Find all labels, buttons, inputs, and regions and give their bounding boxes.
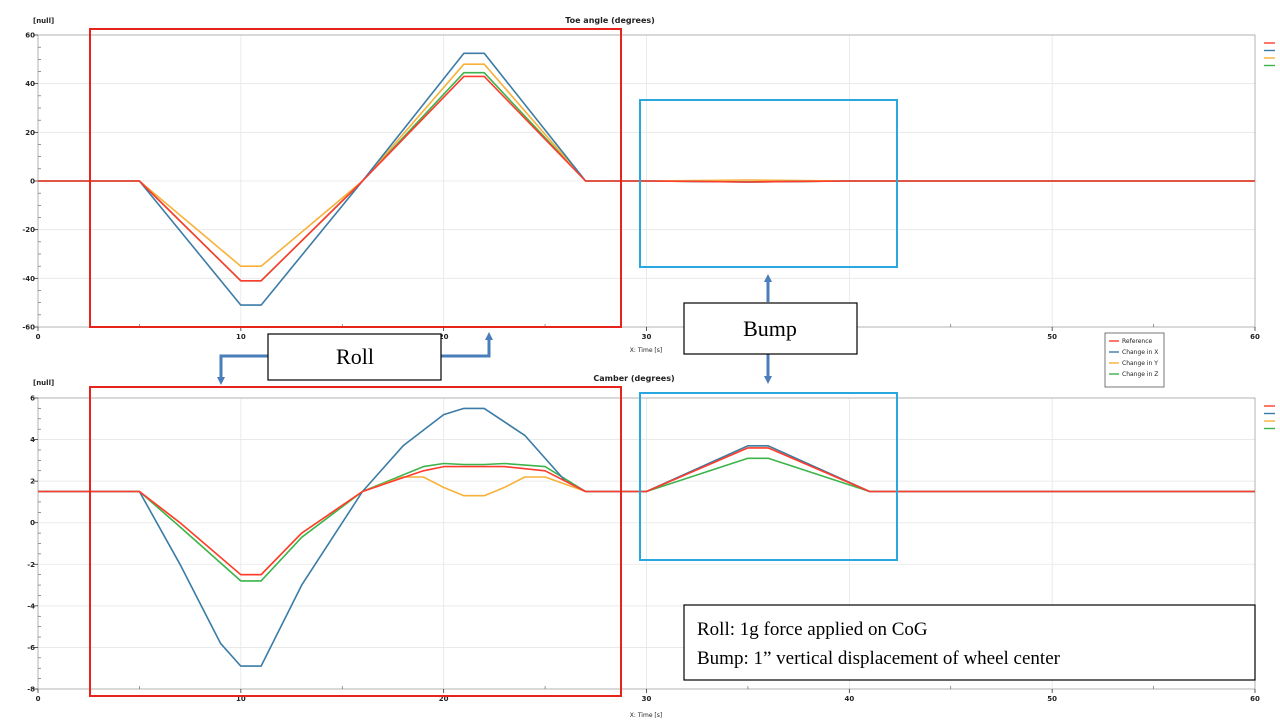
legend-label: Change in Z	[1122, 371, 1158, 378]
bump-label: Bump	[743, 316, 797, 341]
note-line-bump: Bump: 1” vertical displacement of wheel …	[697, 648, 1061, 669]
series-line-change-y	[38, 63, 1255, 268]
roll-label-box	[267, 333, 442, 381]
x-tick-label: 20	[439, 333, 449, 341]
toe-angle-chart: -60-40-2002040600102030405060 Toe angle …	[22, 16, 1275, 354]
bump-highlight-box-bottom	[639, 392, 898, 561]
x-axis-label: X: Time [s]	[630, 712, 662, 719]
bump-highlight-box-top	[639, 99, 898, 268]
x-tick-label: 50	[1047, 695, 1057, 703]
x-tick-label: 0	[36, 695, 41, 703]
series-line-change-x	[38, 407, 1255, 667]
y-tick-label: -8	[27, 686, 35, 694]
legend: Reference Change in X Change in Y Change in…	[1104, 332, 1165, 388]
x-tick-label: 60	[1250, 333, 1260, 341]
series-line-reference	[38, 75, 1255, 282]
x-tick-label: 30	[642, 695, 652, 703]
series-line-change-z	[38, 457, 1255, 582]
y-tick-label: 0	[30, 519, 35, 527]
x-tick-label: 50	[1047, 333, 1057, 341]
roll-callout: Roll	[217, 332, 493, 385]
y-tick-label: -40	[22, 275, 35, 283]
y-tick-label: -6	[27, 644, 35, 652]
roll-highlight-box-bottom	[89, 386, 622, 697]
note-line-roll: Roll: 1g force applied on CoG	[697, 619, 928, 640]
series-line-reference	[38, 447, 1255, 576]
y-tick-label: -4	[27, 602, 35, 610]
y-tick-label: 60	[25, 32, 35, 40]
annotation-note: Roll: 1g force applied on CoG Bump: 1” v…	[683, 604, 1256, 681]
y-tick-label: 20	[25, 129, 35, 137]
note-box	[683, 604, 1256, 681]
bump-callout: Bump	[683, 274, 858, 384]
y-tick-label: -20	[22, 226, 35, 234]
legend-label: Reference	[1122, 338, 1153, 345]
legend-label: Change in Y	[1122, 360, 1158, 367]
roll-arrow-left	[217, 354, 268, 385]
x-tick-label: 10	[236, 333, 246, 341]
y-tick-label: 0	[30, 178, 35, 186]
x-tick-label: 0	[36, 333, 41, 341]
x-tick-label: 20	[439, 695, 449, 703]
y-axis-label: [null]	[33, 17, 54, 25]
y-axis-label: [null]	[33, 379, 54, 387]
chart-title: Toe angle (degrees)	[565, 16, 655, 25]
x-axis-label: X: Time [s]	[630, 347, 662, 354]
bump-label-box	[683, 302, 858, 355]
y-tick-label: 6	[30, 395, 35, 403]
roll-label: Roll	[336, 344, 374, 369]
roll-highlight-box-top	[89, 28, 622, 328]
x-tick-label: 60	[1250, 695, 1260, 703]
y-tick-label: -60	[22, 324, 35, 332]
y-tick-label: 4	[30, 436, 35, 444]
x-tick-label: 10	[236, 695, 246, 703]
y-tick-label: -2	[27, 561, 35, 569]
y-tick-label: 2	[30, 478, 35, 486]
chart-title: Camber (degrees)	[593, 374, 674, 383]
legend-frame	[1104, 332, 1165, 388]
x-tick-label: 40	[844, 695, 854, 703]
x-tick-label: 30	[642, 333, 652, 341]
legend-label: Change in X	[1122, 349, 1158, 356]
roll-arrow-right	[441, 332, 493, 358]
y-tick-label: 40	[25, 80, 35, 88]
